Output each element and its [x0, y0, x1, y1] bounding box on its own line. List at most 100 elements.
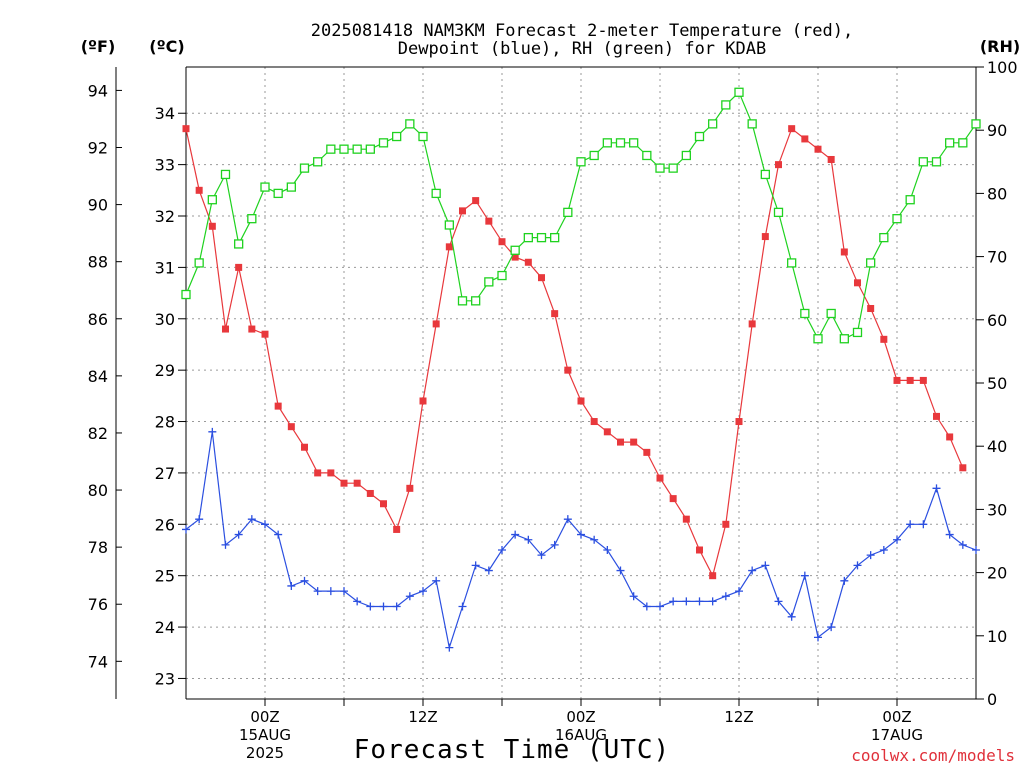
rh-point [971, 119, 981, 129]
dewpoint-point [919, 520, 928, 529]
dewpoint-point [787, 612, 796, 621]
dewpoint-point [906, 520, 915, 529]
rh-tick-label: 20 [987, 564, 1007, 583]
temperature-point [933, 412, 940, 420]
rh-point [536, 232, 547, 243]
rh-point [457, 296, 468, 306]
rh-point [905, 195, 915, 205]
temperature-point [709, 572, 717, 580]
temperature-point [722, 520, 730, 528]
x-tick-label: 16AUG [555, 726, 607, 744]
fahrenheit-tick-label: 94 [88, 81, 108, 100]
rh-point [365, 144, 375, 154]
dewpoint-point [972, 545, 980, 554]
temperature-point [906, 376, 914, 384]
x-tick-label: 12Z [724, 708, 753, 726]
dewpoint-point [234, 530, 243, 539]
dewpoint-point [721, 592, 730, 601]
temperature-point [340, 479, 348, 487]
dewpoint-point [498, 545, 506, 554]
dewpoint-point [893, 535, 901, 544]
rh-point [866, 258, 876, 268]
temperature-point [814, 145, 822, 153]
celsius-tick-label: 33 [155, 156, 175, 175]
dewpoint-point [616, 566, 625, 575]
rh-point [629, 138, 639, 148]
rh-point [234, 239, 244, 249]
rh-point [181, 289, 191, 300]
temperature-point [248, 325, 256, 333]
dewpoint-point [221, 540, 230, 549]
rh-point [681, 150, 691, 161]
temperature-point [485, 217, 493, 225]
rh-point [918, 157, 928, 167]
temperature-point [880, 335, 888, 343]
fahrenheit-tick-label: 80 [88, 481, 108, 500]
temperature-point [643, 448, 651, 456]
temperature-point [261, 330, 269, 338]
rh-point [220, 169, 231, 180]
fahrenheit-tick-label: 88 [88, 253, 108, 272]
temperature-point [590, 418, 598, 426]
x-axis-title: Forecast Time (UTC) [354, 735, 670, 765]
celsius-tick-label: 30 [155, 310, 175, 329]
dewpoint-point [629, 592, 638, 601]
temperature-point [472, 197, 480, 205]
rh-point [378, 138, 389, 148]
fahrenheit-tick-label: 86 [88, 310, 108, 329]
rh-point [773, 207, 784, 218]
rh-tick-label: 50 [987, 374, 1007, 393]
temperature-point [617, 438, 624, 446]
x-tick-label: 2025 [246, 744, 284, 762]
rh-point [260, 182, 270, 192]
dewpoint-point [761, 561, 770, 570]
rh-point [813, 334, 823, 344]
fahrenheit-tick-label: 90 [88, 196, 108, 215]
rh-point [747, 119, 757, 129]
celsius-tick-label: 34 [155, 104, 175, 123]
dewpoint-point [866, 551, 875, 560]
temperature-point [287, 423, 295, 431]
rh-point [787, 258, 797, 268]
celsius-tick-label: 25 [155, 567, 175, 586]
rh-point [352, 144, 362, 154]
rh-point [589, 150, 599, 161]
rh-point [708, 119, 718, 129]
temperature-point [682, 515, 690, 523]
dewpoint-point [405, 592, 414, 601]
rh-point [642, 150, 652, 161]
dewpoint-series [182, 427, 980, 652]
dewpoint-point [827, 623, 836, 632]
rh-point [563, 207, 573, 218]
temperature-line [185, 127, 964, 578]
rh-point [286, 182, 296, 192]
celsius-tick-label: 31 [155, 258, 175, 277]
temperature-point [696, 546, 703, 554]
dewpoint-point [195, 515, 204, 524]
dewpoint-point [379, 602, 388, 611]
rh-point [431, 188, 441, 199]
rh-tick-label: 80 [987, 184, 1007, 203]
fahrenheit-axis-unit: (ºF) [81, 37, 116, 56]
dewpoint-point [326, 587, 335, 596]
temperature-point [380, 500, 387, 508]
rh-point [326, 144, 336, 154]
fahrenheit-tick-label: 78 [88, 538, 108, 557]
dewpoint-point [879, 545, 888, 554]
rh-point [760, 169, 770, 180]
celsius-tick-label: 29 [155, 361, 175, 380]
rh-point [392, 131, 402, 142]
celsius-tick-label: 27 [155, 464, 175, 483]
dewpoint-point [669, 597, 678, 606]
dewpoint-point [603, 545, 612, 554]
fahrenheit-tick-label: 76 [88, 595, 108, 614]
dewpoint-point [392, 602, 401, 611]
x-tick-label: 12Z [408, 708, 437, 726]
dewpoint-point [432, 576, 441, 585]
fahrenheit-tick-label: 74 [88, 652, 108, 671]
dewpoint-point [840, 576, 849, 585]
rh-tick-label: 100 [987, 58, 1018, 77]
temperature-point [827, 155, 835, 163]
rh-point [655, 163, 665, 173]
temperature-point [235, 263, 243, 271]
